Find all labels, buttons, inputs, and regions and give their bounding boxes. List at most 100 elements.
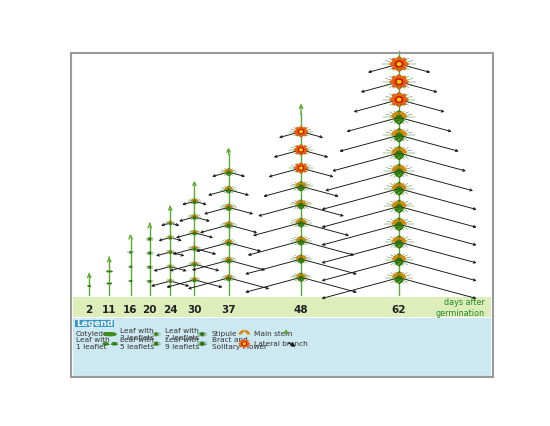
Polygon shape xyxy=(394,113,404,122)
Polygon shape xyxy=(394,258,403,262)
Polygon shape xyxy=(226,188,232,192)
Polygon shape xyxy=(298,184,305,188)
Polygon shape xyxy=(192,200,197,203)
Polygon shape xyxy=(394,79,404,85)
Polygon shape xyxy=(192,247,196,250)
Polygon shape xyxy=(298,131,304,133)
Polygon shape xyxy=(195,278,197,280)
Polygon shape xyxy=(155,333,157,336)
Polygon shape xyxy=(394,184,404,193)
Polygon shape xyxy=(193,230,196,235)
Polygon shape xyxy=(169,236,172,239)
Ellipse shape xyxy=(303,128,306,130)
Ellipse shape xyxy=(107,271,108,272)
Polygon shape xyxy=(192,247,196,250)
Text: Legend: Legend xyxy=(76,319,113,328)
Polygon shape xyxy=(299,200,304,209)
Polygon shape xyxy=(394,167,404,175)
Polygon shape xyxy=(395,238,403,246)
Polygon shape xyxy=(169,237,172,239)
Polygon shape xyxy=(148,239,151,240)
Polygon shape xyxy=(170,265,172,267)
Text: Lateral branch: Lateral branch xyxy=(254,341,308,347)
Text: 37: 37 xyxy=(221,305,236,315)
Polygon shape xyxy=(396,236,403,248)
Polygon shape xyxy=(192,200,196,202)
Polygon shape xyxy=(395,220,404,228)
Polygon shape xyxy=(245,330,250,335)
Polygon shape xyxy=(192,216,196,219)
Polygon shape xyxy=(396,183,403,194)
Polygon shape xyxy=(394,78,404,86)
Polygon shape xyxy=(300,126,305,137)
Polygon shape xyxy=(396,254,403,265)
Polygon shape xyxy=(192,263,196,265)
Polygon shape xyxy=(130,252,131,253)
Polygon shape xyxy=(396,165,403,177)
Polygon shape xyxy=(155,342,158,345)
Polygon shape xyxy=(398,110,404,125)
Polygon shape xyxy=(226,204,229,211)
Polygon shape xyxy=(392,130,399,136)
Polygon shape xyxy=(394,115,404,120)
Polygon shape xyxy=(394,150,404,155)
Circle shape xyxy=(299,148,304,152)
Polygon shape xyxy=(298,274,304,280)
Polygon shape xyxy=(394,58,403,70)
Polygon shape xyxy=(298,128,305,135)
Polygon shape xyxy=(299,164,304,173)
Polygon shape xyxy=(193,262,196,266)
Polygon shape xyxy=(399,58,407,65)
Polygon shape xyxy=(192,232,196,233)
Polygon shape xyxy=(192,216,196,218)
Polygon shape xyxy=(226,189,231,190)
Polygon shape xyxy=(226,171,231,173)
Polygon shape xyxy=(226,170,232,174)
Polygon shape xyxy=(226,241,231,245)
Polygon shape xyxy=(148,239,151,240)
Polygon shape xyxy=(301,127,307,132)
Polygon shape xyxy=(298,184,305,188)
Polygon shape xyxy=(192,248,196,249)
Polygon shape xyxy=(226,205,231,209)
Polygon shape xyxy=(298,149,304,151)
Polygon shape xyxy=(300,254,304,264)
Bar xyxy=(73,319,491,376)
Polygon shape xyxy=(296,255,301,259)
Polygon shape xyxy=(394,149,404,158)
Polygon shape xyxy=(229,222,233,225)
Polygon shape xyxy=(169,237,172,239)
Polygon shape xyxy=(298,148,305,152)
Polygon shape xyxy=(395,273,402,283)
Polygon shape xyxy=(227,259,231,261)
Polygon shape xyxy=(395,259,403,262)
Polygon shape xyxy=(130,265,131,268)
Polygon shape xyxy=(298,254,301,264)
Circle shape xyxy=(397,98,401,101)
Polygon shape xyxy=(399,201,406,207)
Polygon shape xyxy=(298,185,304,187)
Polygon shape xyxy=(169,222,172,225)
Ellipse shape xyxy=(393,59,397,62)
Polygon shape xyxy=(298,128,305,135)
Polygon shape xyxy=(394,113,404,122)
Polygon shape xyxy=(148,252,151,254)
Polygon shape xyxy=(395,275,403,280)
Polygon shape xyxy=(301,237,306,241)
Polygon shape xyxy=(130,280,131,282)
Polygon shape xyxy=(298,276,304,278)
Polygon shape xyxy=(394,150,404,156)
Polygon shape xyxy=(226,242,231,244)
Polygon shape xyxy=(395,222,404,227)
Ellipse shape xyxy=(393,77,397,80)
Text: Leaf with
3 leaflets: Leaf with 3 leaflets xyxy=(120,328,154,341)
Polygon shape xyxy=(299,145,304,155)
Polygon shape xyxy=(298,131,304,133)
Polygon shape xyxy=(298,238,304,244)
Polygon shape xyxy=(155,342,158,345)
Text: 11: 11 xyxy=(102,305,117,315)
Polygon shape xyxy=(299,127,304,136)
Polygon shape xyxy=(298,182,304,190)
Polygon shape xyxy=(298,238,304,244)
Polygon shape xyxy=(395,62,403,65)
